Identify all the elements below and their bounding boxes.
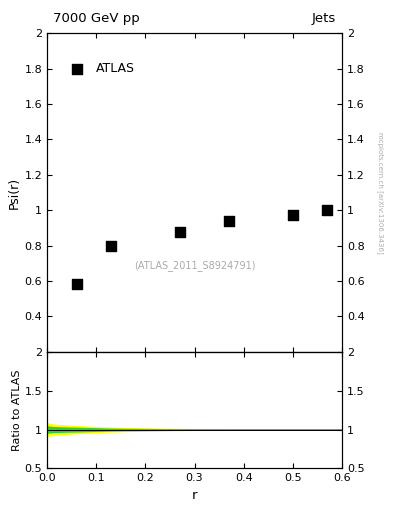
- Point: [324, 206, 331, 215]
- Y-axis label: Ratio to ATLAS: Ratio to ATLAS: [12, 369, 22, 451]
- Point: [108, 242, 114, 250]
- Point: [226, 217, 232, 225]
- Point: [73, 280, 80, 288]
- Text: 7000 GeV pp: 7000 GeV pp: [53, 12, 140, 25]
- Point: [73, 65, 80, 73]
- Point: [177, 228, 183, 237]
- Text: ATLAS: ATLAS: [96, 62, 135, 75]
- Text: mcplots.cern.ch [arXiv:1306.3436]: mcplots.cern.ch [arXiv:1306.3436]: [377, 132, 384, 253]
- Y-axis label: Psi(r): Psi(r): [7, 177, 20, 208]
- X-axis label: r: r: [192, 489, 197, 502]
- Text: (ATLAS_2011_S8924791): (ATLAS_2011_S8924791): [134, 260, 255, 270]
- Text: Jets: Jets: [312, 12, 336, 25]
- Point: [290, 210, 296, 219]
